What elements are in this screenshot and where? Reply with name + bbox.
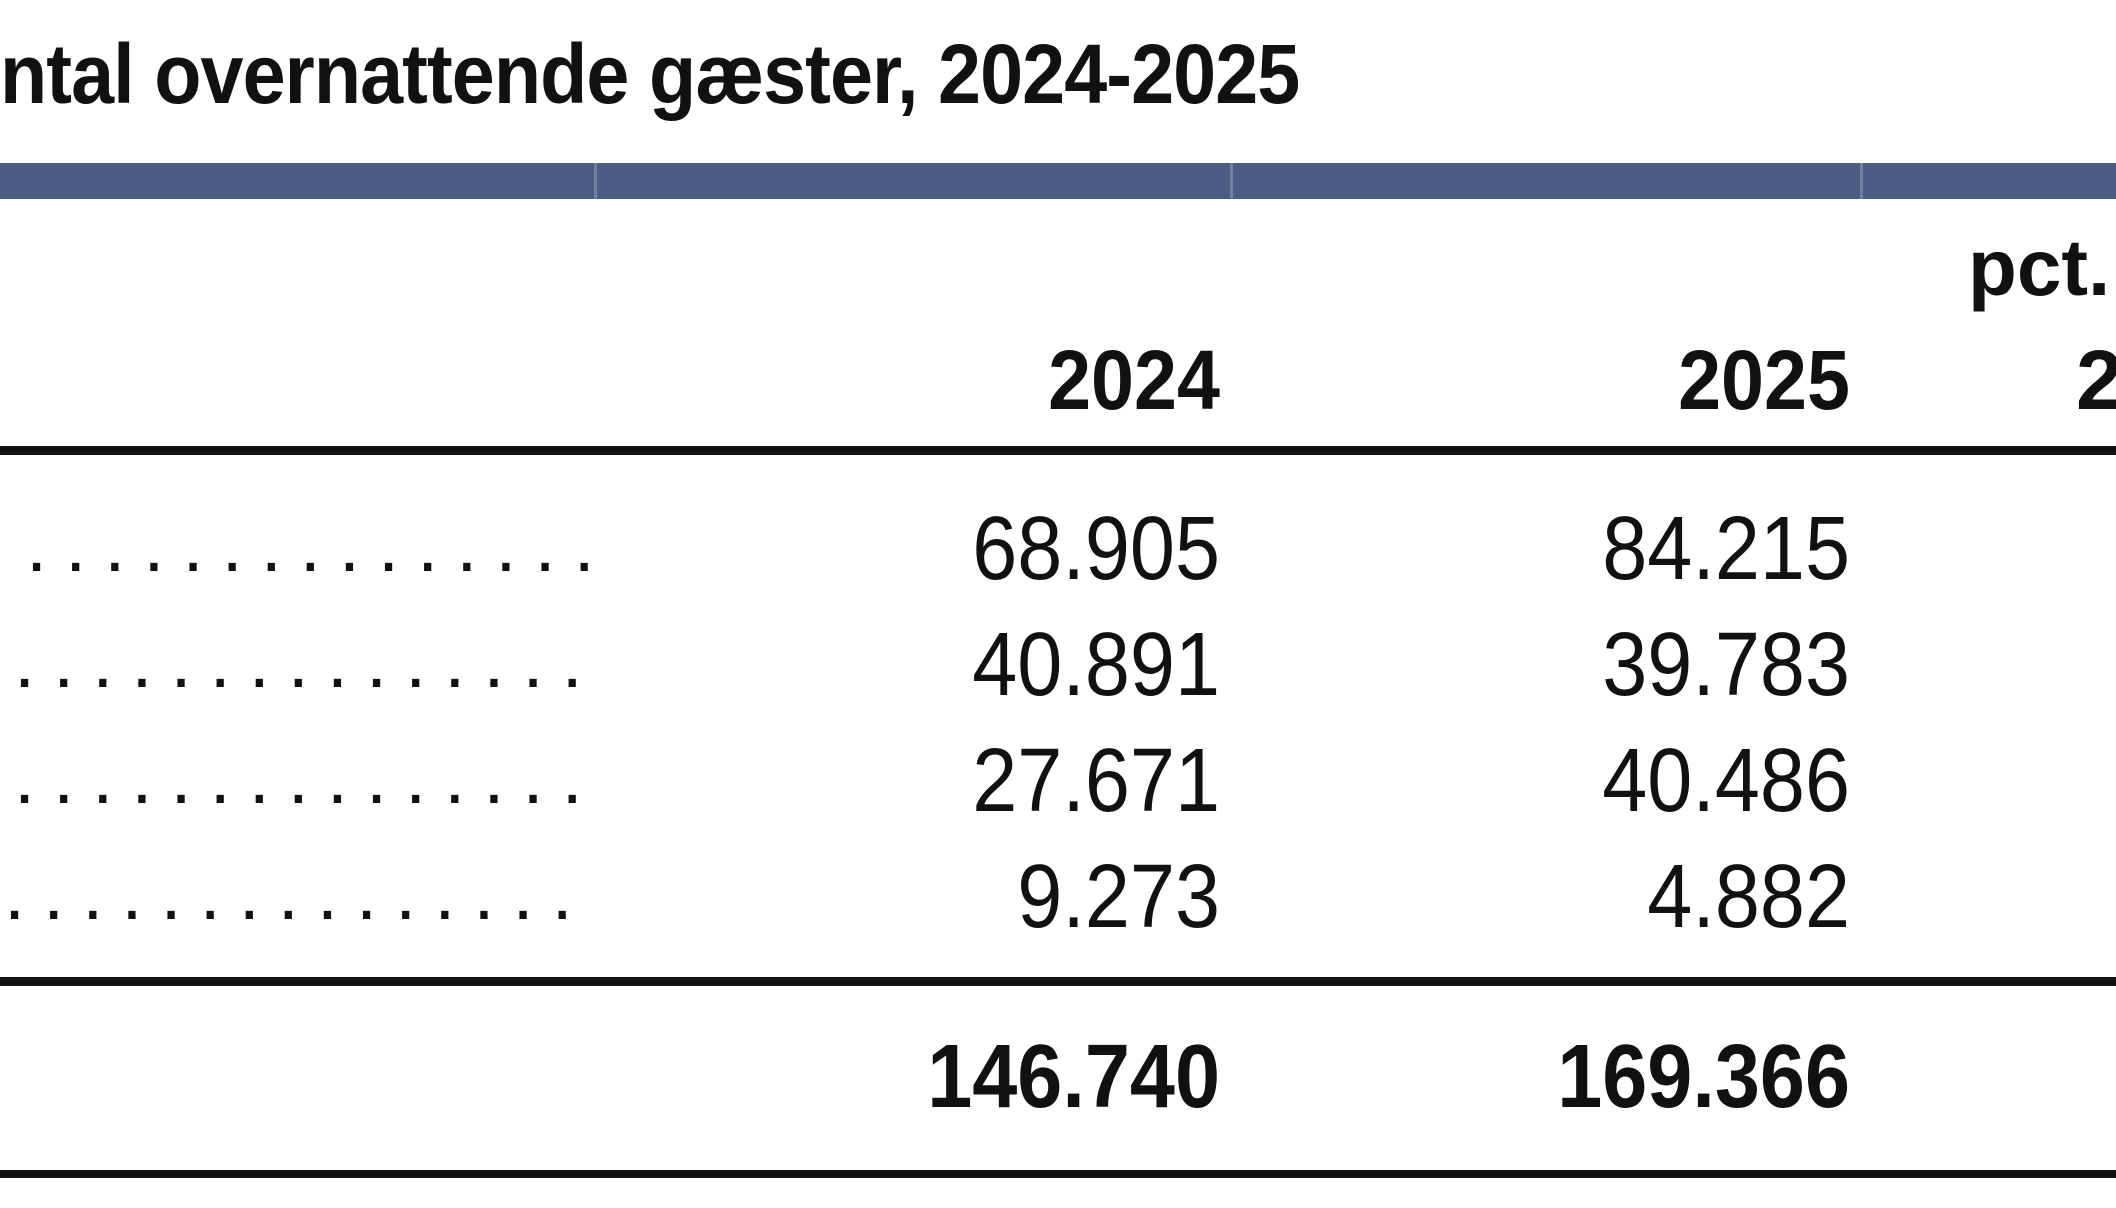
table-row: ............... 27.671 40.486 bbox=[0, 730, 2116, 840]
header-band-divider bbox=[1860, 163, 1863, 199]
row-leader-dots: ............... bbox=[26, 503, 613, 588]
table-row: ............... 68.905 84.215 bbox=[0, 498, 2116, 608]
cell-2025: 39.783 bbox=[1602, 615, 1850, 715]
total-2024: 146.740 bbox=[927, 1027, 1220, 1127]
cell-2024: 68.905 bbox=[972, 499, 1220, 599]
header-pct-label: pct. bbox=[1968, 223, 2111, 312]
header-rule bbox=[0, 446, 2116, 455]
cell-2024: 9.273 bbox=[1017, 847, 1220, 947]
header-band-divider bbox=[594, 163, 597, 199]
table-row: ............... 9.273 4.882 bbox=[0, 846, 2116, 956]
total-2025: 169.366 bbox=[1557, 1027, 1850, 1127]
table-title: ntal overnattende gæster, 2024-2025 bbox=[0, 27, 1300, 121]
total-row: 146.740 169.366 bbox=[0, 1026, 2116, 1136]
cell-2025: 4.882 bbox=[1647, 847, 1850, 947]
cell-2025: 40.486 bbox=[1602, 731, 1850, 831]
row-leader-dots: ............... bbox=[14, 735, 601, 820]
cell-2024: 40.891 bbox=[972, 615, 1220, 715]
cell-2025: 84.215 bbox=[1602, 499, 1850, 599]
header-band bbox=[0, 163, 2116, 199]
header-2025: 2025 bbox=[1678, 333, 1850, 427]
bottom-rule bbox=[0, 1170, 2116, 1178]
cell-2024: 27.671 bbox=[972, 731, 1220, 831]
row-leader-dots: ............... bbox=[4, 851, 591, 936]
row-leader-dots: ............... bbox=[14, 619, 601, 704]
header-pct-year: 2 bbox=[2076, 333, 2116, 427]
header-band-divider bbox=[1230, 163, 1233, 199]
table-row: ............... 40.891 39.783 bbox=[0, 614, 2116, 724]
total-rule bbox=[0, 977, 2116, 986]
header-2024: 2024 bbox=[1048, 333, 1220, 427]
